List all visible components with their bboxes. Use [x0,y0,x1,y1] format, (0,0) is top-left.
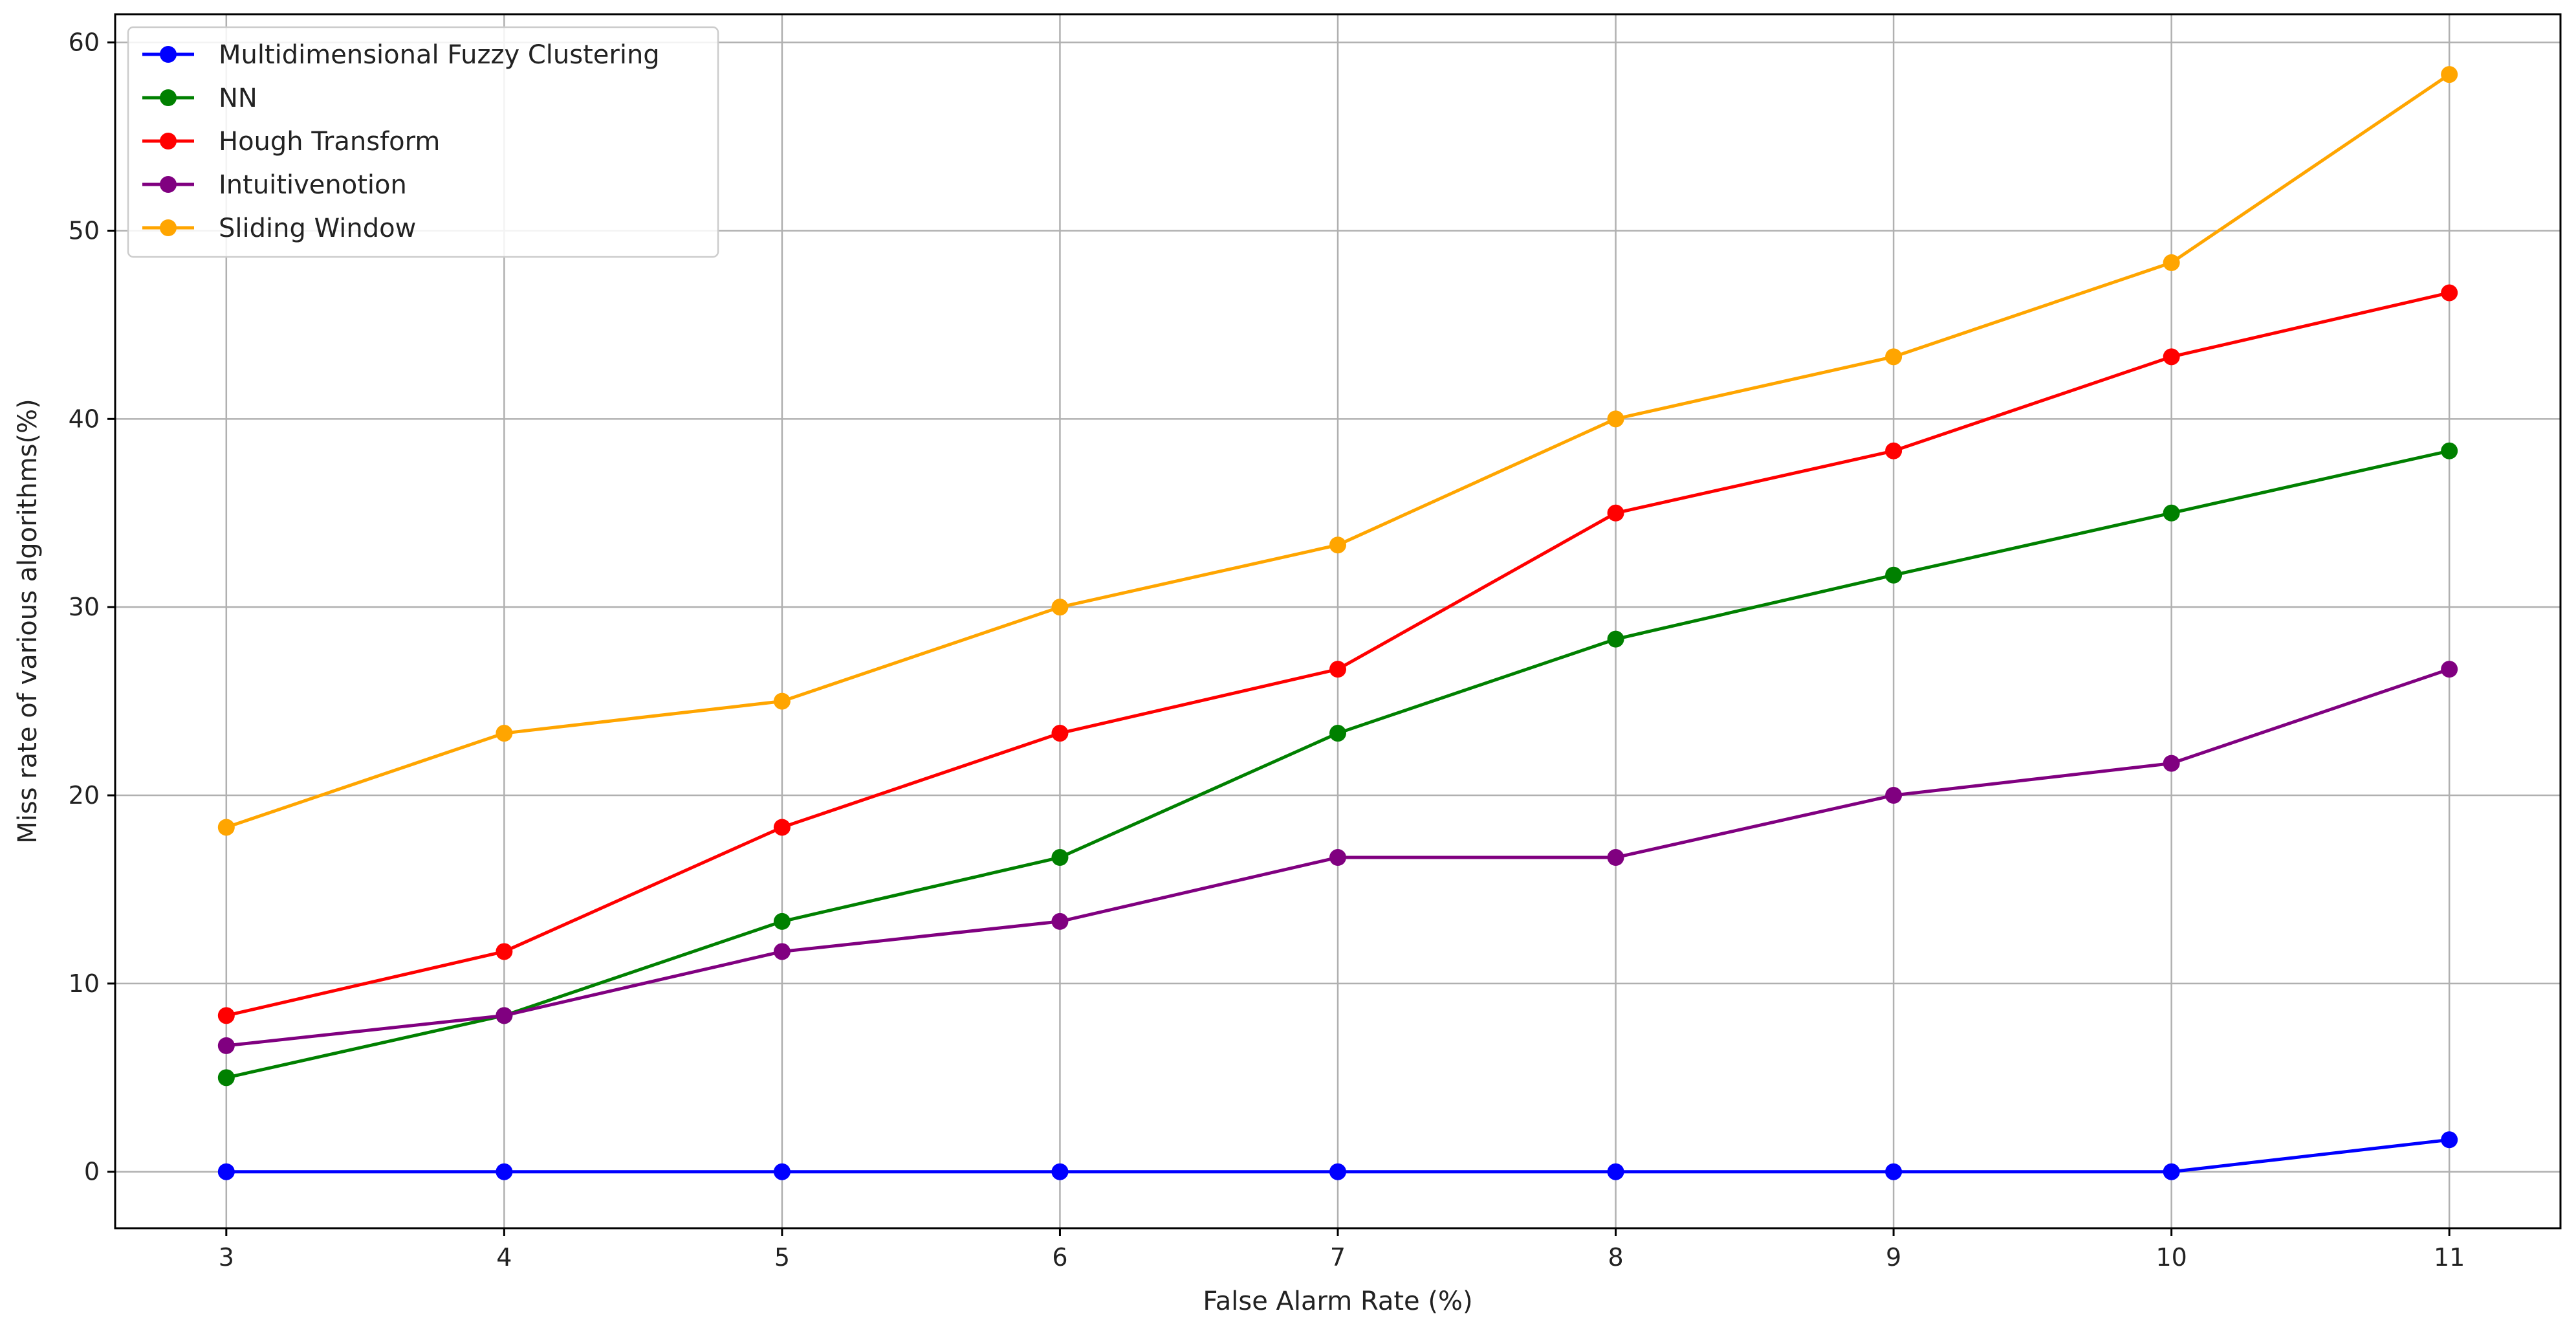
legend-label: NN [219,83,257,113]
data-point [217,1069,235,1087]
y-tick-label: 50 [69,216,100,245]
legend-marker [160,176,177,193]
x-tick-label: 8 [1608,1243,1623,1272]
data-point [773,912,791,930]
x-tick-label: 5 [774,1243,790,1272]
x-tick-label: 11 [2434,1243,2465,1272]
data-point [1329,849,1346,866]
data-point [496,943,513,960]
y-tick-label: 0 [84,1158,100,1186]
data-point [2163,254,2180,271]
data-point [773,819,791,836]
y-tick-label: 60 [69,28,100,57]
legend-marker [160,219,177,236]
data-point [2441,1131,2458,1149]
data-point [1607,410,1624,428]
legend-label: Hough Transform [219,127,440,157]
y-tick-label: 10 [69,969,100,998]
series-intuitivenotion [217,661,2458,1054]
legend-label: Sliding Window [219,214,416,243]
data-point [2441,442,2458,459]
x-tick-label: 4 [496,1243,512,1272]
y-tick-label: 30 [69,593,100,621]
legend-marker [160,89,177,106]
series-sliding-window [217,66,2458,836]
legend-item: Hough Transform [142,127,440,157]
legend-item: Multidimensional Fuzzy Clustering [142,40,660,70]
data-point [1329,725,1346,742]
x-tick-label: 7 [1330,1243,1346,1272]
legend-marker [160,133,177,149]
legend-box [127,26,719,258]
data-point [2163,1163,2180,1180]
legend-label: Multidimensional Fuzzy Clustering [219,40,660,70]
y-tick-label: 20 [69,781,100,810]
x-tick-label: 10 [2156,1243,2187,1272]
data-point [2163,755,2180,772]
data-point [217,1163,235,1180]
data-point [2163,348,2180,366]
data-point [1329,536,1346,554]
x-axis-label: False Alarm Rate (%) [1203,1286,1472,1316]
data-point [217,819,235,836]
series-group [217,66,2458,1180]
data-point [1607,1163,1624,1180]
legend-item: Intuitivenotion [142,170,407,200]
data-point [1885,566,1903,584]
y-tick-label: 40 [69,404,100,433]
data-point [1051,599,1069,616]
data-point [1607,849,1624,866]
data-point [2441,661,2458,678]
data-point [1329,661,1346,678]
data-point [1051,912,1069,930]
data-point [217,1037,235,1054]
data-point [496,1163,513,1180]
data-point [773,1163,791,1180]
x-tick-label: 6 [1052,1243,1067,1272]
data-point [496,1007,513,1024]
data-point [1051,725,1069,742]
data-point [1051,1163,1069,1180]
axis-ticks: 3 4 5 6 7 8 9 10 11 0 10 20 30 40 50 60 [69,28,2465,1272]
x-tick-label: 3 [219,1243,234,1272]
data-point [773,943,791,960]
series-nn [217,442,2458,1087]
data-point [217,1007,235,1024]
legend: Multidimensional Fuzzy Clustering NN Hough… [127,26,719,258]
legend-item: NN [142,83,257,113]
data-point [1329,1163,1346,1180]
data-point [1885,787,1903,804]
data-point [2441,284,2458,302]
data-point [1885,442,1903,459]
data-point [1885,1163,1903,1180]
series-multidimensional-fuzzy-clustering [217,1131,2458,1180]
data-point [1051,849,1069,866]
data-point [773,692,791,710]
legend-marker [160,46,177,63]
x-tick-label: 9 [1886,1243,1901,1272]
data-point [496,725,513,742]
data-point [1607,504,1624,522]
y-axis-label: Miss rate of various algorithms(%) [13,399,43,843]
legend-item: Sliding Window [142,214,416,243]
data-point [1885,348,1903,366]
data-point [1607,630,1624,648]
data-point [2441,66,2458,83]
series-hough-transform [217,284,2458,1024]
data-point [2163,504,2180,522]
legend-label: Intuitivenotion [219,170,407,200]
